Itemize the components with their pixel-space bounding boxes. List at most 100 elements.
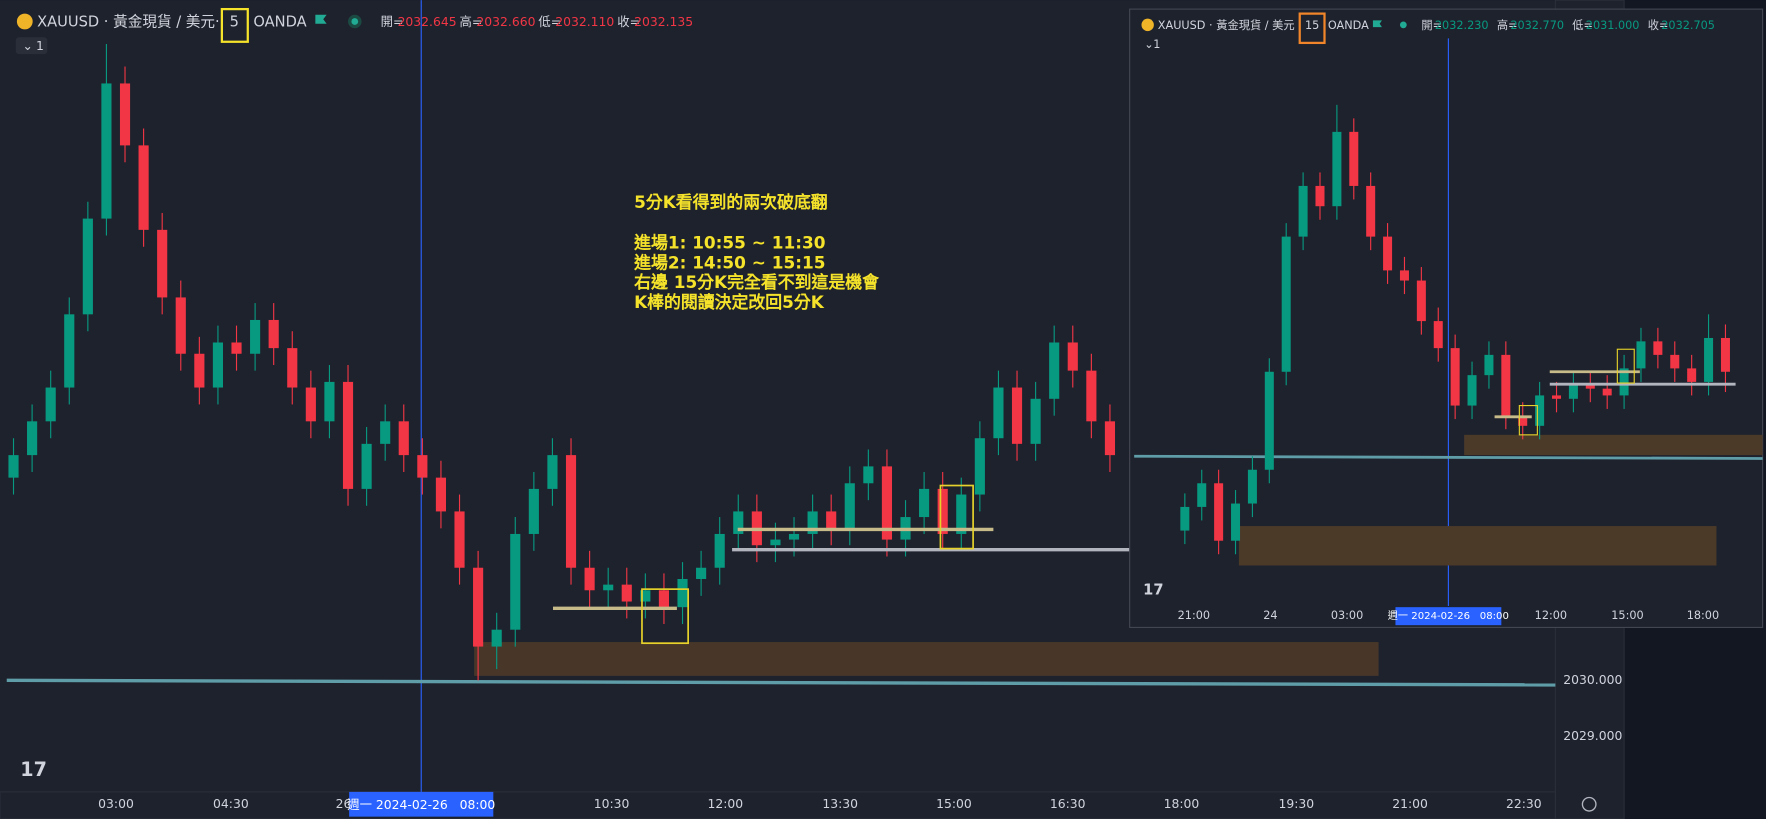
crosshair-time: 週一 2024-02-26 08:00: [1388, 609, 1509, 622]
candle: [138, 128, 149, 247]
time-label: 22:30: [1506, 797, 1542, 811]
symbol-logo: [1141, 18, 1154, 32]
candle: [510, 517, 521, 647]
candle: [1416, 267, 1426, 335]
time-label: 03:00: [1331, 609, 1363, 622]
candle: [361, 426, 372, 506]
flag-icon: [1372, 20, 1382, 28]
candle-body: [1568, 385, 1578, 399]
annotation: 右邊 15分K完全看不到這是機會: [634, 272, 880, 292]
crosshair-time-box: [1395, 607, 1502, 626]
ohlc-value: 2031.000: [1586, 19, 1640, 32]
tv-logo: 17: [20, 758, 47, 781]
exchange: OANDA: [253, 14, 306, 31]
candle: [324, 365, 335, 439]
candle-body: [1619, 368, 1629, 396]
candle: [491, 612, 502, 670]
time-axis: [0, 791, 1556, 819]
candle-body: [621, 584, 632, 602]
exchange: OANDA: [1328, 19, 1369, 32]
candle: [993, 370, 1004, 456]
time-label: 24: [1263, 609, 1277, 622]
candle-body: [1399, 270, 1409, 281]
interval[interactable]: 5: [230, 14, 239, 31]
candle-body: [863, 466, 874, 484]
candle-body: [1467, 375, 1477, 406]
candle: [157, 212, 168, 315]
ohlc-label: 收=: [1648, 18, 1669, 32]
candle-body: [696, 567, 707, 580]
candle: [1315, 172, 1325, 220]
time-label: 15:00: [1611, 609, 1643, 622]
candle: [1086, 353, 1097, 439]
candle-body: [417, 455, 428, 478]
candle: [305, 370, 316, 439]
candle-body: [677, 579, 688, 608]
candle: [1197, 469, 1207, 521]
candle: [1568, 371, 1578, 413]
candle-body: [1366, 185, 1376, 237]
candle-body: [473, 567, 484, 647]
candle: [714, 517, 725, 585]
candle-body: [491, 629, 502, 647]
candle-body: [1720, 337, 1730, 372]
candle-body: [435, 477, 447, 512]
candle-body: [1214, 483, 1224, 541]
candle: [1104, 404, 1116, 473]
candle: [194, 336, 205, 405]
annotation: K棒的閱讀決定改回5分K: [634, 292, 825, 312]
candle-body: [1535, 395, 1545, 426]
candle-body: [1247, 469, 1257, 504]
pane-toggle[interactable]: [15, 37, 48, 55]
pane-number: 1: [36, 39, 44, 53]
candle: [1247, 456, 1257, 518]
candle: [101, 44, 112, 236]
ohlc-value: 2032.110: [555, 15, 614, 29]
time-label: 18:00: [1164, 797, 1200, 811]
candle: [119, 66, 131, 163]
candle-body: [8, 455, 19, 478]
symbol[interactable]: XAUUSD · 黃金現貨 / 美元·: [37, 13, 220, 31]
time-label: 18:00: [1687, 609, 1719, 622]
ohlc-label: 開=: [1421, 19, 1442, 32]
candle: [1720, 324, 1730, 393]
candle: [435, 460, 447, 529]
main-chart: [6, 0, 1556, 792]
candle: [528, 472, 539, 551]
candle: [1383, 223, 1393, 284]
highlight-box: [1616, 348, 1635, 384]
symbol: XAUUSD · 黃金現貨 / 美元: [1158, 18, 1295, 32]
candle-body: [157, 229, 168, 298]
ohlc-label: 高=: [460, 14, 483, 29]
settings-icon[interactable]: [1581, 796, 1597, 812]
candle: [1349, 118, 1359, 200]
candle: [658, 573, 670, 625]
candle-body: [974, 438, 985, 495]
candle-body: [510, 533, 521, 630]
candle-body: [268, 319, 279, 349]
candle: [1298, 172, 1308, 251]
support-line: [6, 678, 1556, 687]
candle: [1602, 375, 1612, 409]
annotation: 進場2: 14:50 ~ 15:15: [633, 253, 825, 273]
time-label: 04:30: [213, 797, 249, 811]
candle: [417, 438, 428, 495]
candle: [380, 404, 391, 461]
candle-body: [919, 488, 930, 518]
candle-body: [1484, 354, 1494, 376]
time-label: 10:30: [594, 797, 630, 811]
candle-body: [380, 421, 391, 444]
status-dot: [1399, 21, 1407, 29]
candle-body: [1030, 398, 1041, 444]
candle-body: [565, 455, 577, 568]
candle-body: [324, 381, 335, 422]
candle: [844, 466, 855, 546]
candle: [1214, 469, 1224, 555]
candle: [1030, 381, 1041, 461]
time-label: 19:30: [1279, 797, 1315, 811]
candle-body: [1281, 236, 1291, 372]
price-label: 2030.000: [1563, 673, 1622, 687]
ohlc-value: 2032.230: [1435, 19, 1489, 32]
candle-body: [584, 567, 595, 591]
